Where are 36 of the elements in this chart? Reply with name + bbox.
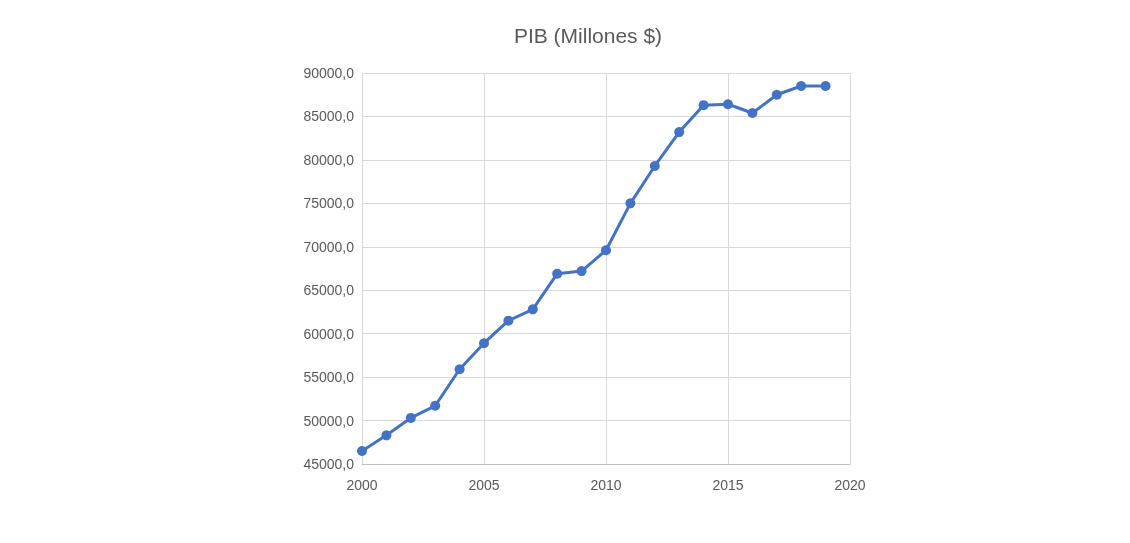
point — [796, 81, 807, 92]
point — [771, 89, 782, 100]
point — [405, 412, 416, 423]
point — [357, 445, 367, 456]
y-tick-label: 85000,0 — [303, 108, 355, 125]
y-tick-label: 55000,0 — [303, 369, 355, 386]
point — [625, 198, 636, 209]
y-tick-label: 50000,0 — [303, 412, 355, 429]
point — [552, 268, 563, 279]
point — [649, 160, 660, 171]
y-tick-label: 80000,0 — [303, 151, 355, 168]
point — [479, 338, 489, 349]
y-tick-label: 60000,0 — [303, 325, 355, 342]
point — [820, 81, 831, 92]
chart-title: PIB (Millones $) — [513, 24, 663, 47]
x-tick-label: 2005 — [468, 477, 500, 493]
x-tick-label: 2000 — [346, 477, 378, 493]
point — [601, 245, 611, 256]
point — [454, 364, 465, 375]
y-tick-label: 65000,0 — [303, 282, 355, 299]
x-tick-label: 2015 — [712, 477, 744, 493]
y-tick-label: 90000,0 — [303, 65, 355, 81]
x-tick-label: 2010 — [590, 477, 622, 493]
y-tick-label: 45000,0 — [303, 456, 355, 472]
point — [381, 430, 392, 441]
point — [576, 266, 587, 277]
y-tick-label: 75000,0 — [303, 195, 355, 212]
point — [503, 315, 514, 326]
point — [698, 100, 709, 111]
point — [430, 400, 441, 411]
x-tick-label: 2020 — [834, 477, 866, 493]
y-tick-label: 70000,0 — [303, 238, 355, 255]
point — [747, 107, 758, 118]
point — [674, 127, 685, 138]
point — [723, 99, 733, 110]
point — [527, 304, 538, 315]
